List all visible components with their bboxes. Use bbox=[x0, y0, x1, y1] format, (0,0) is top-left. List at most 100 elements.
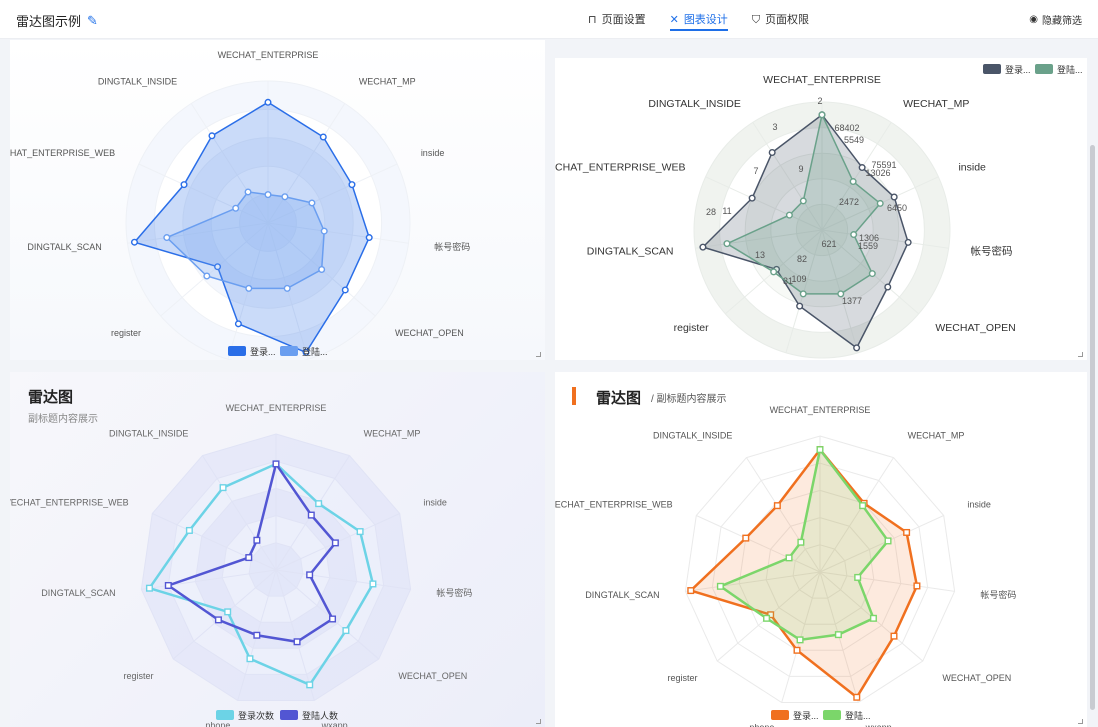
data-point[interactable] bbox=[793, 646, 801, 654]
data-point[interactable] bbox=[307, 511, 315, 519]
data-point[interactable] bbox=[356, 528, 364, 536]
data-point[interactable] bbox=[369, 580, 377, 588]
data-point[interactable] bbox=[767, 611, 775, 619]
data-point[interactable] bbox=[869, 614, 877, 622]
data-point[interactable] bbox=[699, 243, 707, 251]
data-point[interactable] bbox=[342, 627, 350, 635]
data-point[interactable] bbox=[799, 197, 807, 205]
data-point[interactable] bbox=[320, 227, 328, 235]
legend-item[interactable]: 登录... bbox=[983, 64, 1031, 75]
data-point[interactable] bbox=[219, 484, 227, 492]
legend-item[interactable]: 登录... bbox=[228, 346, 276, 357]
data-point[interactable] bbox=[180, 181, 188, 189]
data-point[interactable] bbox=[785, 211, 793, 219]
resize-handle[interactable] bbox=[1078, 352, 1083, 357]
data-point[interactable] bbox=[253, 536, 261, 544]
data-point[interactable] bbox=[319, 133, 327, 141]
data-point[interactable] bbox=[245, 284, 253, 292]
data-point[interactable] bbox=[341, 286, 349, 294]
data-point[interactable] bbox=[890, 193, 898, 201]
page-scrollbar[interactable] bbox=[1090, 145, 1095, 710]
data-point[interactable] bbox=[306, 571, 314, 579]
data-point[interactable] bbox=[763, 614, 771, 622]
data-point[interactable] bbox=[818, 111, 826, 119]
data-point[interactable] bbox=[796, 636, 804, 644]
data-point[interactable] bbox=[850, 231, 858, 239]
data-point[interactable] bbox=[723, 240, 731, 248]
data-point[interactable] bbox=[306, 681, 314, 689]
data-point[interactable] bbox=[768, 148, 776, 156]
data-point[interactable] bbox=[214, 616, 222, 624]
resize-handle[interactable] bbox=[536, 719, 541, 724]
data-point[interactable] bbox=[315, 500, 323, 508]
data-point[interactable] bbox=[868, 270, 876, 278]
data-point[interactable] bbox=[246, 655, 254, 663]
data-point[interactable] bbox=[834, 631, 842, 639]
data-point[interactable] bbox=[884, 537, 892, 545]
data-point[interactable] bbox=[903, 528, 911, 536]
data-point[interactable] bbox=[859, 502, 867, 510]
data-point[interactable] bbox=[890, 632, 898, 640]
data-point[interactable] bbox=[264, 191, 272, 199]
data-point[interactable] bbox=[785, 554, 793, 562]
data-point[interactable] bbox=[232, 204, 240, 212]
data-point[interactable] bbox=[164, 581, 172, 589]
data-point[interactable] bbox=[145, 584, 153, 592]
hide-filter-button[interactable]: ◉ 隐藏筛选 bbox=[1029, 12, 1082, 27]
data-point[interactable] bbox=[770, 268, 778, 276]
data-point[interactable] bbox=[348, 181, 356, 189]
data-point[interactable] bbox=[849, 178, 857, 186]
data-point[interactable] bbox=[796, 302, 804, 310]
data-point[interactable] bbox=[244, 188, 252, 196]
data-point[interactable] bbox=[797, 538, 805, 546]
data-point[interactable] bbox=[234, 320, 242, 328]
data-point[interactable] bbox=[163, 234, 171, 242]
data-point[interactable] bbox=[203, 272, 211, 280]
legend-item[interactable]: 登陆... bbox=[823, 710, 871, 721]
data-point[interactable] bbox=[253, 631, 261, 639]
tab-chart-design[interactable]: ✕ 图表设计 bbox=[669, 0, 729, 39]
data-point[interactable] bbox=[748, 194, 756, 202]
data-point[interactable] bbox=[208, 132, 216, 140]
tab-page-permissions[interactable]: ⛉ 页面权限 bbox=[752, 0, 809, 39]
data-point[interactable] bbox=[318, 265, 326, 273]
data-point[interactable] bbox=[130, 238, 138, 246]
data-point[interactable] bbox=[904, 238, 912, 246]
data-point[interactable] bbox=[308, 199, 316, 207]
data-point[interactable] bbox=[214, 263, 222, 271]
edit-icon[interactable]: ✎ bbox=[87, 12, 98, 28]
data-point[interactable] bbox=[853, 344, 861, 352]
data-point[interactable] bbox=[283, 284, 291, 292]
data-point[interactable] bbox=[854, 573, 862, 581]
data-point[interactable] bbox=[837, 290, 845, 298]
data-point[interactable] bbox=[272, 460, 280, 468]
data-point[interactable] bbox=[293, 638, 301, 646]
data-point[interactable] bbox=[799, 290, 807, 298]
data-point[interactable] bbox=[876, 199, 884, 207]
data-point[interactable] bbox=[858, 164, 866, 172]
legend-item[interactable]: 登陆... bbox=[280, 346, 328, 357]
resize-handle[interactable] bbox=[1078, 719, 1083, 724]
data-point[interactable] bbox=[687, 587, 695, 595]
data-point[interactable] bbox=[913, 582, 921, 590]
data-point[interactable] bbox=[302, 348, 310, 356]
data-point[interactable] bbox=[884, 283, 892, 291]
resize-handle[interactable] bbox=[536, 352, 541, 357]
data-point[interactable] bbox=[331, 539, 339, 547]
tab-page-settings[interactable]: ⊓ 页面设置 bbox=[588, 0, 646, 39]
data-point[interactable] bbox=[816, 446, 824, 454]
data-point[interactable] bbox=[245, 554, 253, 562]
legend-item[interactable]: 登录... bbox=[771, 710, 819, 721]
data-point[interactable] bbox=[716, 582, 724, 590]
legend-item[interactable]: 登录次数 bbox=[216, 710, 274, 721]
data-point[interactable] bbox=[281, 193, 289, 201]
data-point[interactable] bbox=[185, 526, 193, 534]
data-point[interactable] bbox=[853, 693, 861, 701]
legend-item[interactable]: 登陆... bbox=[1035, 64, 1083, 75]
data-point[interactable] bbox=[264, 98, 272, 106]
data-point[interactable] bbox=[742, 534, 750, 542]
data-point[interactable] bbox=[224, 608, 232, 616]
legend-item[interactable]: 登陆人数 bbox=[280, 710, 338, 721]
data-point[interactable] bbox=[329, 615, 337, 623]
data-point[interactable] bbox=[365, 234, 373, 242]
